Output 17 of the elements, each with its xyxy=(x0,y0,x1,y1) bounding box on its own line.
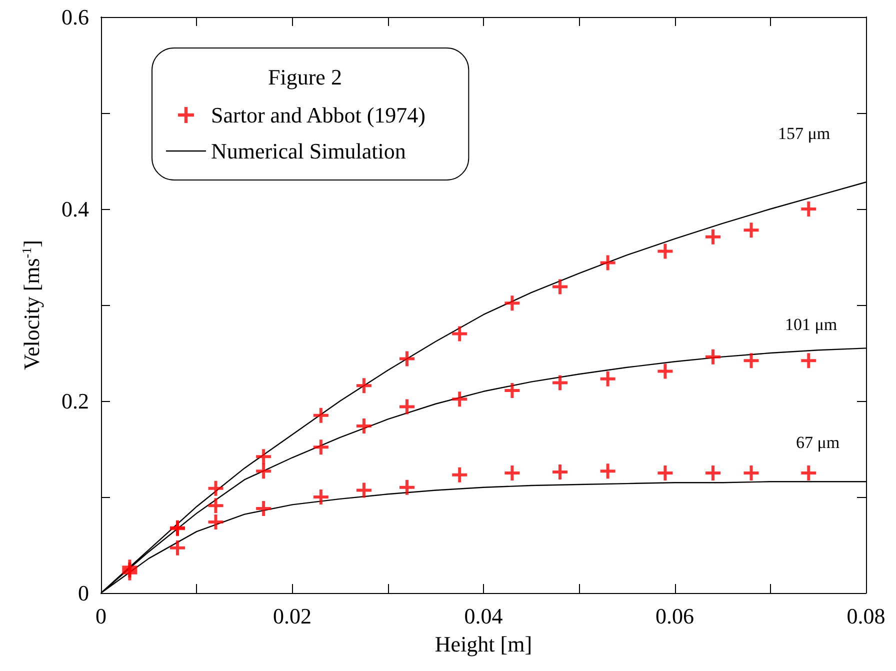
annotation: 67 μm xyxy=(796,433,840,452)
y-tick-label: 0.2 xyxy=(62,388,89,414)
y-tick-label: 0.4 xyxy=(62,196,89,222)
annotation: 101 μm xyxy=(785,315,838,334)
x-tick-label: 0.06 xyxy=(656,604,694,628)
x-tick-label: 0 xyxy=(96,604,106,628)
annotation: 157 μm xyxy=(778,124,830,143)
x-tick-label: 0.02 xyxy=(273,604,312,628)
x-axis-title: Height [m] xyxy=(434,632,532,656)
legend-label: Sartor and Abbot (1974) xyxy=(211,102,426,128)
legend-label: Numerical Simulation xyxy=(211,138,406,164)
legend-title: Figure 2 xyxy=(268,64,342,90)
x-tick-label: 0.08 xyxy=(846,604,886,628)
y-tick-label: 0.6 xyxy=(62,4,89,30)
y-tick-label: 0 xyxy=(78,580,89,606)
x-tick-label: 0.04 xyxy=(464,604,503,628)
y-axis-title: Velocity [ms-1] xyxy=(19,240,44,370)
